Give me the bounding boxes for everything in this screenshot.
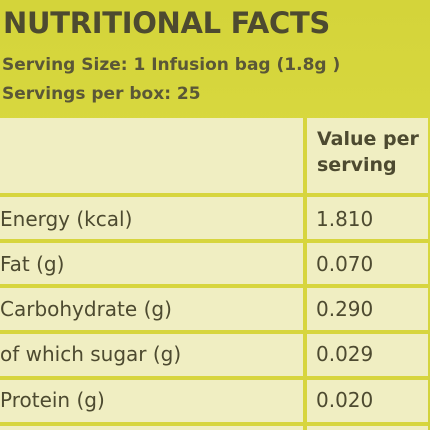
- carbohydrate-value: 0.290: [316, 297, 374, 321]
- row-divider: [0, 193, 428, 197]
- row-divider: [0, 422, 428, 426]
- protein-value: 0.020: [316, 388, 374, 412]
- energy-value: 1.810: [316, 207, 374, 231]
- fat-value: 0.070: [316, 252, 374, 276]
- column-divider: [303, 118, 307, 430]
- servings-per-box-text: Servings per box: 25: [2, 84, 201, 104]
- protein-label: Protein (g): [0, 388, 105, 412]
- value-column-header: Value per serving: [317, 128, 419, 176]
- nutrition-title: NUTRITIONAL FACTS: [3, 6, 331, 40]
- row-divider: [0, 330, 428, 334]
- sugar-label: of which sugar (g): [0, 342, 182, 366]
- row-divider: [0, 239, 428, 243]
- energy-label: Energy (kcal): [0, 207, 133, 231]
- carbohydrate-label: Carbohydrate (g): [0, 297, 172, 321]
- sugar-value: 0.029: [316, 342, 374, 366]
- row-divider: [0, 376, 428, 380]
- serving-size-text: Serving Size: 1 Infusion bag (1.8g ): [2, 55, 341, 75]
- fat-label: Fat (g): [0, 252, 65, 276]
- row-divider: [0, 284, 428, 288]
